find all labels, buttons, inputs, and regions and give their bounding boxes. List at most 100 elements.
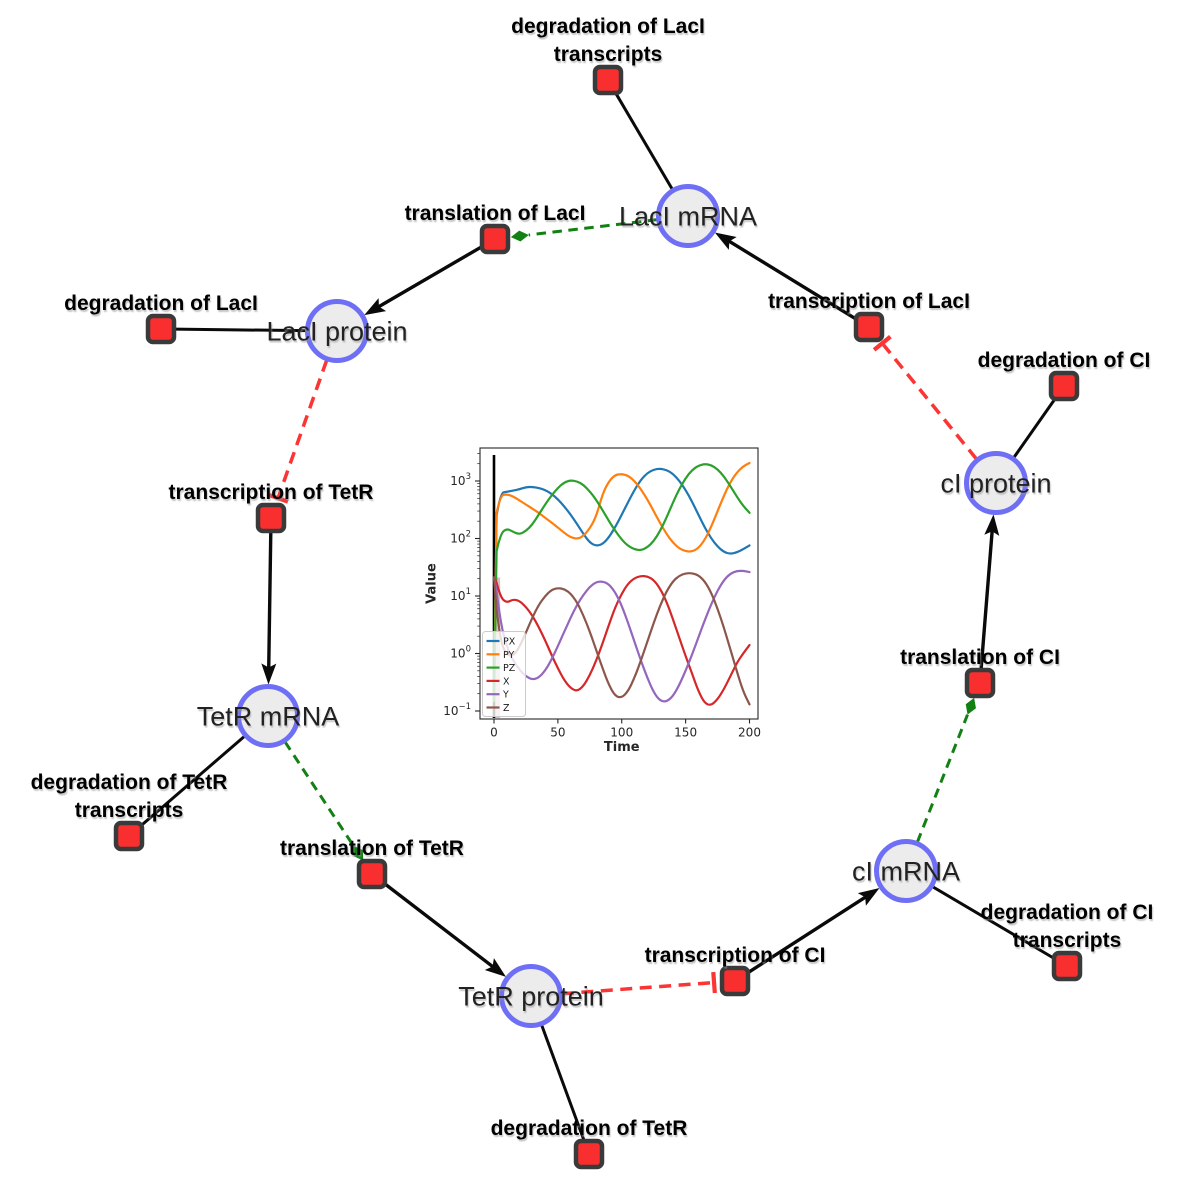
edge-production-transcription-ci-ci-mrna [745, 888, 880, 975]
chart-x-tick-label: 0 [490, 726, 498, 740]
chart-y-tick-label: 103 [450, 472, 471, 488]
chart-legend-entry-PZ: PZ [503, 663, 516, 674]
labels-layer: degradation of LacI transcripts translatio… [31, 15, 1154, 1140]
chart-y-tick-label: 10−1 [443, 702, 471, 718]
chart-y-tick-label: 100 [450, 645, 471, 661]
reaction-node-deg-ci-transcripts [1051, 950, 1083, 982]
chart-series-Y [492, 569, 751, 703]
edge-consumption-ci-mrna-deg-ci-transcripts [931, 885, 1056, 961]
edge-inhibition-ci-protein-transcription-laci [872, 335, 978, 461]
chart-x-axis: 0 50 100 150 200 Time [490, 719, 761, 755]
reaction-label-deg-tetr-transcripts-line1: degradation of TetR [31, 771, 228, 794]
edge-modifier-tetr-mrna-translation-tetr [283, 741, 364, 861]
arrowhead-icon [714, 232, 737, 250]
reaction-node-transcription-laci [853, 311, 885, 343]
arrowhead-icon [857, 888, 880, 906]
chart-series-PY [492, 461, 751, 702]
reaction-label-translation-tetr: translation of TetR [280, 837, 464, 860]
arrowhead-icon [261, 663, 277, 685]
modifier-diamond-icon [353, 845, 364, 861]
reaction-node-deg-ci [1048, 370, 1080, 402]
edge-production-transcription-tetr-tetr-mrna [261, 531, 277, 685]
reaction-label-deg-laci: degradation of LacI [64, 292, 258, 315]
inhibition-tee-icon [872, 335, 892, 352]
species-label-ci-protein: cI protein [940, 469, 1051, 499]
edge-production-translation-tetr-tetr-protein [382, 881, 507, 977]
reaction-label-deg-tetr-transcripts-line2: transcripts [75, 799, 184, 822]
reaction-label-transcription-laci: transcription of LacI [768, 290, 970, 313]
chart-legend: PX PY PZ XYZ [482, 631, 526, 717]
species-node-ci-mrna [874, 839, 938, 903]
edge-consumption-laci-protein-deg-laci [174, 327, 307, 333]
edge-consumption-ci-protein-deg-ci [1012, 396, 1058, 459]
chart-x-tick-label: 100 [610, 726, 633, 740]
modifier-diamond-icon [965, 697, 976, 715]
chart-y-tick-label: 102 [450, 530, 471, 546]
arrowhead-icon [984, 514, 1000, 536]
inset-chart: 0 50 100 150 200Time10−1100101102103ValuePXP… [425, 447, 761, 755]
chart-legend-entry-PX: PX [503, 637, 516, 648]
inhibition-tee-icon [711, 971, 717, 994]
species-node-tetr-mrna [236, 684, 300, 748]
reaction-node-translation-ci [964, 667, 996, 699]
species-node-ci-protein [964, 451, 1028, 515]
chart-y-axis: 10−1 100 101 102 103 Value [425, 453, 480, 718]
reaction-label-deg-laci-transcripts-line2: transcripts [554, 43, 663, 66]
reaction-label-translation-laci: translation of LacI [405, 202, 586, 225]
species-label-tetr-mrna: TetR mRNA [197, 702, 340, 732]
chart-legend-entry-X: X [503, 676, 510, 687]
reaction-node-transcription-ci [719, 965, 751, 997]
chart-plot-area [480, 448, 758, 719]
modifier-diamond-icon [510, 230, 529, 242]
species-node-tetr-protein [499, 964, 563, 1028]
edge-consumption-tetr-protein-deg-tetr [540, 1024, 586, 1142]
chart-series-Z [492, 572, 751, 706]
reaction-node-deg-laci [145, 313, 177, 345]
reaction-node-deg-tetr-transcripts [113, 820, 145, 852]
reaction-label-transcription-tetr: transcription of TetR [169, 481, 374, 504]
edge-consumption-tetr-mrna-deg-tetr-transcripts [138, 735, 246, 828]
chart-axes-box [479, 447, 759, 720]
reaction-label-deg-laci-transcripts-line1: degradation of LacI [511, 15, 705, 38]
edge-inhibition-tetr-protein-transcription-ci [561, 971, 717, 996]
reaction-label-deg-tetr: degradation of TetR [491, 1117, 688, 1140]
chart-y-tick-label: 101 [450, 587, 471, 603]
reaction-node-translation-laci [479, 223, 511, 255]
inhibition-tee-icon [267, 492, 289, 504]
edge-production-transcription-laci-laci-mrna [714, 232, 858, 322]
chart-legend-entry-PY: PY [503, 650, 515, 661]
arrowhead-icon [364, 298, 387, 316]
edge-modifier-ci-mrna-translation-ci [915, 697, 976, 843]
edge-inhibition-laci-protein-transcription-tetr [267, 359, 329, 504]
reaction-node-transcription-tetr [255, 502, 287, 534]
reaction-node-translation-tetr [356, 858, 388, 890]
reaction-label-deg-ci: degradation of CI [978, 349, 1151, 372]
species-node-laci-mrna [656, 184, 720, 248]
reaction-label-translation-ci: translation of CI [900, 646, 1060, 669]
chart-x-tick-label: 200 [738, 726, 761, 740]
chart-series-PZ [492, 463, 751, 702]
species-label-tetr-protein: TetR protein [458, 982, 604, 1012]
reaction-label-deg-ci-transcripts-line1: degradation of CI [981, 901, 1154, 924]
species-node-laci-protein [305, 299, 369, 363]
chart-legend-entry-Z: Z [503, 703, 510, 714]
edge-production-translation-laci-laci-protein [364, 244, 484, 316]
reaction-label-transcription-ci: transcription of CI [645, 944, 826, 967]
species-label-laci-protein: LacI protein [266, 317, 407, 347]
chart-legend-entry-Y: Y [502, 690, 509, 701]
reaction-label-deg-ci-transcripts-line2: transcripts [1013, 929, 1122, 952]
species-label-laci-mrna: LacI mRNA [619, 202, 757, 232]
edge-consumption-laci-mrna-deg-laci-transcripts [613, 91, 674, 191]
edge-modifier-laci-mrna-translation-laci [510, 218, 658, 242]
reaction-node-deg-laci-transcripts [592, 64, 624, 96]
chart-xlabel: Time [604, 740, 640, 755]
reaction-node-deg-tetr [573, 1138, 605, 1170]
chart-x-tick-label: 150 [674, 726, 697, 740]
chart-series-PX [492, 467, 751, 702]
chart-series-X [492, 574, 751, 706]
chart-x-tick-label: 50 [550, 726, 565, 740]
edge-production-translation-ci-ci-protein [979, 514, 1000, 670]
nodes-layer [113, 64, 1083, 1170]
